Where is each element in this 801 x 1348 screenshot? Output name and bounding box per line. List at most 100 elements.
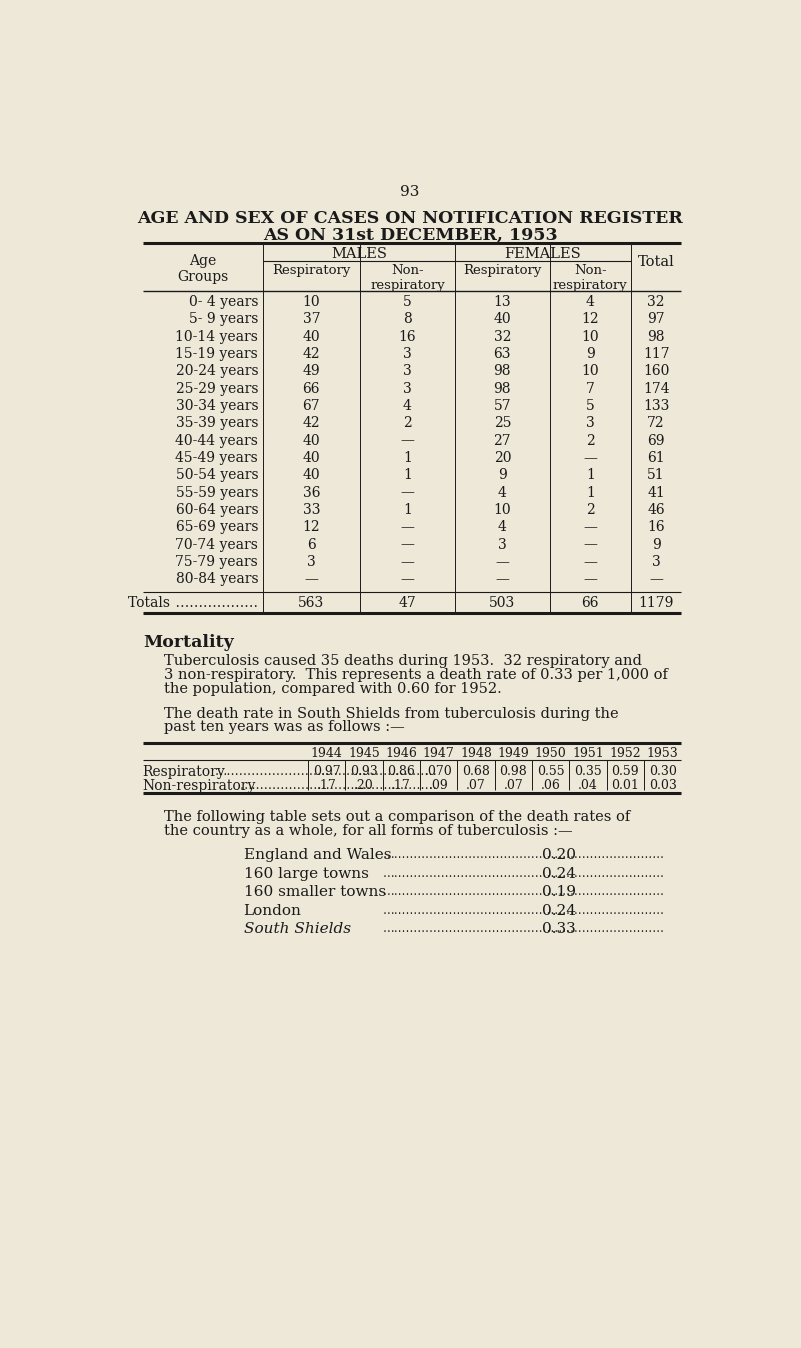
Text: —: — — [495, 555, 509, 569]
Text: Tuberculosis caused 35 deaths during 1953.  32 respiratory and: Tuberculosis caused 35 deaths during 195… — [164, 654, 642, 669]
Text: 2: 2 — [403, 417, 412, 430]
Text: 563: 563 — [298, 596, 324, 609]
Text: 1945: 1945 — [348, 747, 380, 760]
Text: 4: 4 — [586, 295, 595, 309]
Text: 80-84 years: 80-84 years — [175, 572, 258, 586]
Text: Non-
respiratory: Non- respiratory — [553, 264, 628, 293]
Text: 1951: 1951 — [572, 747, 604, 760]
Text: 40-44 years: 40-44 years — [175, 434, 258, 448]
Text: ………………………………………………………………: ……………………………………………………………… — [383, 922, 665, 936]
Text: AS ON 31st DECEMBER, 1953: AS ON 31st DECEMBER, 1953 — [263, 226, 557, 244]
Text: 51: 51 — [647, 468, 665, 483]
Text: 160: 160 — [643, 364, 670, 379]
Text: 8: 8 — [403, 313, 412, 326]
Text: 1952: 1952 — [610, 747, 641, 760]
Text: 3: 3 — [307, 555, 316, 569]
Text: 93: 93 — [400, 185, 420, 200]
Text: 63: 63 — [493, 346, 511, 361]
Text: 0.59: 0.59 — [611, 766, 639, 778]
Text: 5: 5 — [586, 399, 594, 412]
Text: 9: 9 — [498, 468, 507, 483]
Text: 36: 36 — [303, 485, 320, 500]
Text: 75-79 years: 75-79 years — [175, 555, 258, 569]
Text: 5: 5 — [403, 295, 412, 309]
Text: 1: 1 — [403, 503, 412, 516]
Text: 35-39 years: 35-39 years — [175, 417, 258, 430]
Text: 10: 10 — [582, 364, 599, 379]
Text: 1946: 1946 — [385, 747, 417, 760]
Text: 40: 40 — [303, 450, 320, 465]
Text: ………………………………………………………………: ……………………………………………………………… — [383, 903, 665, 917]
Text: 0.68: 0.68 — [462, 766, 490, 778]
Text: 42: 42 — [303, 417, 320, 430]
Text: 67: 67 — [303, 399, 320, 412]
Text: —: — — [495, 572, 509, 586]
Text: —: — — [400, 520, 414, 534]
Text: 20: 20 — [493, 450, 511, 465]
Text: .17: .17 — [316, 779, 336, 791]
Text: Respiratory: Respiratory — [143, 766, 226, 779]
Text: 3: 3 — [403, 364, 412, 379]
Text: .09: .09 — [429, 779, 449, 791]
Text: 55-59 years: 55-59 years — [175, 485, 258, 500]
Text: 160 smaller towns: 160 smaller towns — [244, 886, 385, 899]
Text: Totals  ………………: Totals ……………… — [128, 596, 258, 609]
Text: The following table sets out a comparison of the death rates of: The following table sets out a compariso… — [164, 810, 630, 824]
Text: 0.03: 0.03 — [649, 779, 677, 791]
Text: 0.55: 0.55 — [537, 766, 565, 778]
Text: the country as a whole, for all forms of tuberculosis :—: the country as a whole, for all forms of… — [164, 824, 573, 837]
Text: 12: 12 — [582, 313, 599, 326]
Text: 66: 66 — [582, 596, 599, 609]
Text: 20-24 years: 20-24 years — [175, 364, 258, 379]
Text: 1: 1 — [586, 468, 595, 483]
Text: 4: 4 — [498, 520, 507, 534]
Text: 40: 40 — [303, 434, 320, 448]
Text: 98: 98 — [647, 330, 665, 344]
Text: 4: 4 — [403, 399, 412, 412]
Text: 1: 1 — [403, 450, 412, 465]
Text: London: London — [244, 903, 301, 918]
Text: ………………………………………………………………: ……………………………………………………………… — [383, 867, 665, 880]
Text: AGE AND SEX OF CASES ON NOTIFICATION REGISTER: AGE AND SEX OF CASES ON NOTIFICATION REG… — [137, 210, 683, 228]
Text: 0.24: 0.24 — [541, 867, 576, 880]
Text: England and Wales: England and Wales — [244, 848, 391, 863]
Text: 10: 10 — [493, 503, 511, 516]
Text: 1947: 1947 — [423, 747, 454, 760]
Text: 9: 9 — [586, 346, 594, 361]
Text: 30-34 years: 30-34 years — [175, 399, 258, 412]
Text: 10: 10 — [582, 330, 599, 344]
Text: 60-64 years: 60-64 years — [175, 503, 258, 516]
Text: 3 non-respiratory.  This represents a death rate of 0.33 per 1,000 of: 3 non-respiratory. This represents a dea… — [164, 669, 668, 682]
Text: 47: 47 — [399, 596, 417, 609]
Text: .17: .17 — [392, 779, 411, 791]
Text: 32: 32 — [493, 330, 511, 344]
Text: 160 large towns: 160 large towns — [244, 867, 368, 880]
Text: 0.35: 0.35 — [574, 766, 602, 778]
Text: 3: 3 — [403, 381, 412, 395]
Text: 10: 10 — [303, 295, 320, 309]
Text: 1: 1 — [403, 468, 412, 483]
Text: —: — — [583, 520, 598, 534]
Text: —: — — [583, 538, 598, 551]
Text: 42: 42 — [303, 346, 320, 361]
Text: 117: 117 — [643, 346, 670, 361]
Text: 1944: 1944 — [311, 747, 343, 760]
Text: 10-14 years: 10-14 years — [175, 330, 258, 344]
Text: 3: 3 — [498, 538, 507, 551]
Text: 16: 16 — [647, 520, 665, 534]
Text: 27: 27 — [493, 434, 511, 448]
Text: Non-respiratory: Non-respiratory — [143, 779, 256, 793]
Text: 98: 98 — [493, 381, 511, 395]
Text: 32: 32 — [647, 295, 665, 309]
Text: 1949: 1949 — [497, 747, 529, 760]
Text: —: — — [304, 572, 318, 586]
Text: 1950: 1950 — [535, 747, 566, 760]
Text: —: — — [583, 572, 598, 586]
Text: 1179: 1179 — [638, 596, 674, 609]
Text: past ten years was as follows :—: past ten years was as follows :— — [164, 720, 405, 735]
Text: 1948: 1948 — [460, 747, 492, 760]
Text: 98: 98 — [493, 364, 511, 379]
Text: 49: 49 — [303, 364, 320, 379]
Text: 16: 16 — [399, 330, 417, 344]
Text: 66: 66 — [303, 381, 320, 395]
